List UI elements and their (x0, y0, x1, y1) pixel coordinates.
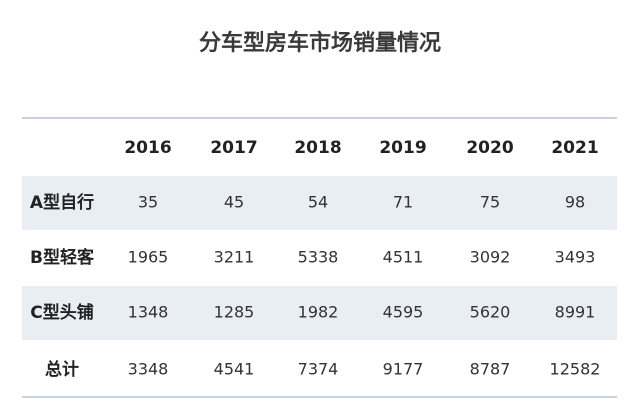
table-cell: 75 (480, 193, 500, 212)
column-header: 2018 (294, 138, 341, 158)
row-label: A型自行 (30, 192, 94, 213)
table-cell: 8991 (555, 303, 596, 322)
table-cell: 4595 (383, 303, 424, 322)
row-label: C型头铺 (30, 302, 93, 323)
column-header: 2020 (466, 138, 513, 158)
table-cell: 5620 (470, 303, 511, 322)
table-cell: 7374 (298, 360, 339, 379)
table-cell: 71 (393, 193, 413, 212)
column-header: 2019 (379, 138, 426, 158)
table-cell: 1982 (298, 303, 339, 322)
table-cell: 12582 (550, 360, 601, 379)
column-header: 2021 (551, 138, 598, 158)
row-shade (22, 176, 617, 230)
table-cell: 4511 (383, 248, 424, 267)
table-cell: 4541 (214, 360, 255, 379)
table-cell: 3211 (214, 248, 255, 267)
row-label: B型轻客 (30, 247, 95, 268)
table-cell: 3092 (470, 248, 511, 267)
table-cell: 8787 (470, 360, 511, 379)
column-header: 2016 (124, 138, 171, 158)
table-cell: 3348 (128, 360, 169, 379)
table-cell: 9177 (383, 360, 424, 379)
row-shade (22, 286, 617, 340)
table-cell: 1285 (214, 303, 255, 322)
table-cell: 5338 (298, 248, 339, 267)
table-cell: 54 (308, 193, 328, 212)
table-cell: 3493 (555, 248, 596, 267)
table-cell: 98 (565, 193, 585, 212)
row-label: 总计 (45, 359, 79, 380)
table-cell: 1965 (128, 248, 169, 267)
column-header: 2017 (210, 138, 257, 158)
table-cell: 35 (138, 193, 158, 212)
table-cell: 45 (224, 193, 244, 212)
table-cell: 1348 (128, 303, 169, 322)
table-title: 分车型房车市场销量情况 (199, 30, 441, 56)
